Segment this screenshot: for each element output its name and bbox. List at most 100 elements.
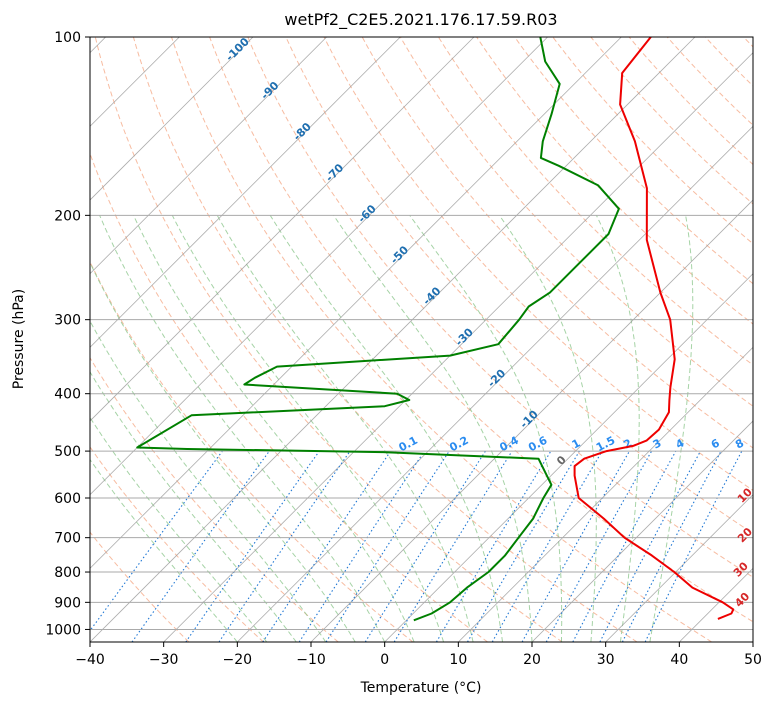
moist-adiabat [649,215,694,642]
mixing-ratio-line [218,450,351,642]
mixing-ratio-line [572,450,677,642]
mixing-ratio-line [599,450,701,642]
dry-adiabat [90,356,339,642]
mixing-ratio-line [467,450,580,642]
x-axis-ticks: −40 −30 −20 −10 0 10 20 30 40 50 [75,642,762,668]
mixing-ratio-line [545,450,653,642]
isotherm-label: 0 [554,453,569,468]
dry-adiabat [171,37,712,642]
isotherm-label: -30 [453,325,476,348]
dry-adiabat [132,37,638,642]
isotherm-line [531,420,753,642]
mixing-ratio-line [521,450,630,642]
mixing-ratio-label: 6 [709,436,722,451]
mixing-ratio-label: 8 [733,436,746,451]
dry-adiabat [323,37,753,491]
plot-area: -100-90-80-70-60-50-40-30-20-1000.1 0.2 0.… [90,35,773,642]
mixing-ratio-line [262,450,392,642]
isotherm-line [384,273,753,642]
isotherm-line [310,199,753,642]
mixing-ratio-label: 4 [674,436,687,451]
temperature-line [573,37,735,620]
y-tick-label: 400 [54,387,81,403]
isotherm-label: -80 [291,120,314,143]
moist-adiabat [90,416,268,642]
dewpoint-line [136,37,620,622]
mixing-ratio-line [393,450,513,642]
x-axis-label: Temperature (°C) [360,680,482,696]
mixing-ratio-label: 10 [753,435,773,454]
dry-adiabat [90,152,488,642]
dry-adiabat [90,260,414,642]
dry-adiabat [285,37,753,535]
y-tick-label: 700 [54,531,81,547]
y-tick-label: 800 [54,565,81,581]
moist-adiabat [595,215,640,642]
moist-adiabat [99,215,386,642]
y-tick-label: 500 [54,444,81,460]
x-tick-label: 30 [597,652,615,668]
background-lines [90,37,753,642]
mixing-ratio-line [131,450,270,642]
isotherm-label: -40 [420,284,443,307]
x-tick-label: 0 [380,652,389,668]
mixing-ratio-label: 1 [570,436,583,451]
x-tick-label: −30 [149,652,179,668]
y-tick-label: 100 [54,30,81,46]
dry-adiabat-label: 20 [735,525,755,545]
x-tick-label: 40 [670,652,688,668]
y-tick-label: 900 [54,595,81,611]
mixing-ratio-line [185,450,320,642]
mixing-ratio-line [90,450,223,632]
moist-adiabat [269,215,503,642]
moist-adiabat [90,370,297,642]
mixing-ratio-line [298,450,425,642]
isotherm-line [90,37,622,569]
dry-adiabat [590,37,753,205]
isotherm-label: -70 [323,161,346,184]
y-tick-label: 600 [54,491,81,507]
profiles [136,37,735,622]
dry-adiabat [437,37,753,366]
isotherm-line [90,37,327,275]
moist-adiabat [90,261,356,642]
x-tick-label: 50 [744,652,762,668]
dry-adiabat [94,37,563,642]
dry-adiabat-label: 10 [735,485,755,505]
isotherm-label: -60 [356,202,379,225]
mixing-ratio-label: 2 [621,436,634,451]
dry-adiabat [704,37,753,87]
isotherm-label: -20 [485,366,508,389]
isotherm-line [90,37,254,201]
isotherm-line [458,346,753,642]
chart-title: wetPf2_C2E5.2021.176.17.59.R03 [284,10,557,30]
y-axis-label: Pressure (hPa) [11,289,27,389]
dry-adiabat [743,37,753,48]
isotherm-label: -50 [388,243,411,266]
y-tick-label: 200 [54,208,81,224]
x-tick-label: −40 [75,652,105,668]
y-tick-label: 300 [54,313,81,329]
isotherm-line [605,494,753,642]
mixing-ratio-line [325,450,450,642]
dry-adiabat-label: 40 [732,590,752,610]
isotherm-label: -10 [518,408,541,431]
isotherm-label: -100 [223,35,252,64]
moist-adiabat [133,215,415,642]
isotherm-line [752,641,753,642]
x-tick-label: 20 [523,652,541,668]
y-tick-label: 1000 [45,622,81,638]
dry-adiabat [399,37,753,407]
moist-adiabat [333,215,533,642]
moist-adiabat [216,215,474,642]
pressure-gridlines [90,37,753,630]
moist-adiabat [90,458,238,642]
isotherm-line [163,52,753,642]
mixing-ratio-line [644,450,743,642]
dry-adiabat-label: 30 [731,559,751,579]
x-tick-label: −20 [223,652,253,668]
isotherm-line [90,37,696,642]
isotherm-line [237,125,753,642]
x-tick-label: 10 [449,652,467,668]
